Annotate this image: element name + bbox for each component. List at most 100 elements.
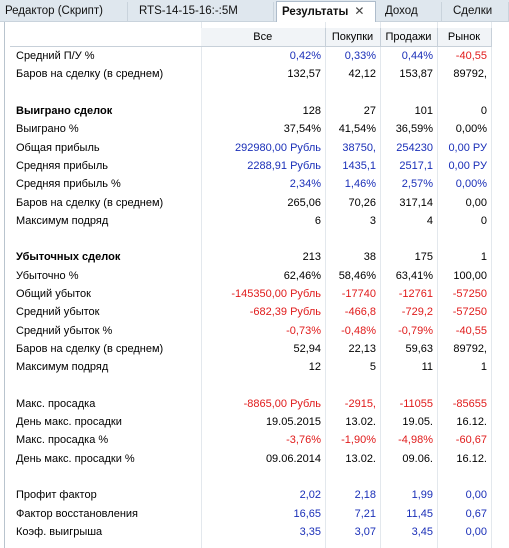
results-body: Средний П/У % 0,42% 0,33% 0,44% -40,55 Баров … xyxy=(10,47,491,542)
metric-label: Фактор восстановления xyxy=(16,507,138,520)
results-table: Все Покупки Продажи Рынок Средний П/У % 0… xyxy=(10,28,492,541)
value-buys xyxy=(325,468,380,486)
table-row: Средняя прибыль % 2,34% 1,46% 2,57% 0,00% xyxy=(10,175,491,193)
value-all: 09.06.2014 xyxy=(265,452,321,465)
table-row: День макс. просадки % 09.06.2014 13.02. 09.… xyxy=(10,450,491,468)
value-market: 89792, xyxy=(453,342,487,355)
table-row: Средний П/У % 0,42% 0,33% 0,44% -40,55 xyxy=(10,47,491,66)
value-buys: 42,12 xyxy=(348,68,376,81)
metric-label: Средний убыток % xyxy=(16,324,113,337)
value-all: -8865,00 Рубль xyxy=(243,397,321,410)
spacer-row xyxy=(10,376,491,394)
value-all: 19.05.2015 xyxy=(265,416,321,429)
value-market: 0 xyxy=(480,105,487,118)
value-all: 213 xyxy=(302,251,321,264)
value-all: 265,06 xyxy=(287,196,321,209)
value-sells: 0,44% xyxy=(401,50,433,63)
table-row: Профит фактор 2,02 2,18 1,99 0,00 xyxy=(10,486,491,504)
value-all: -3,76% xyxy=(286,434,321,447)
metric-label: Коэф. выигрыша xyxy=(16,525,103,538)
tab-label: RTS-14-15-16:-:5M xyxy=(139,5,238,17)
tab-trades[interactable]: Сделки xyxy=(448,2,509,21)
value-buys: 70,26 xyxy=(348,196,376,209)
column-header-all[interactable]: Все xyxy=(201,28,326,47)
value-sells: 36,59% xyxy=(395,123,433,136)
value-buys: -17740 xyxy=(341,288,376,300)
table-row: Средняя прибыль 2288,91 Рубль 1435,1 2517,1… xyxy=(10,157,491,175)
tab-label: Доход xyxy=(385,5,418,17)
value-market: 0,00 РУ xyxy=(448,141,487,154)
value-all: 292980,00 Рубль xyxy=(235,141,321,154)
value-buys: 38 xyxy=(363,251,376,264)
tab-bar: Редактор (Скрипт) RTS-14-15-16:-:5M Резу… xyxy=(0,0,509,22)
value-sells: 63,41% xyxy=(395,269,433,282)
tab-income[interactable]: Доход xyxy=(380,2,442,21)
close-icon[interactable]: ✕ xyxy=(354,4,365,18)
value-sells: 254230 xyxy=(396,141,433,154)
value-all: -0,73% xyxy=(286,324,321,337)
column-header-sells[interactable]: Продажи xyxy=(380,28,438,47)
value-all: 16,65 xyxy=(293,507,321,520)
value-market xyxy=(437,468,491,486)
table-row: Баров на сделку (в среднем) 132,57 42,12 15… xyxy=(10,65,491,83)
section-title: Убыточных сделок xyxy=(16,251,121,264)
value-all: 37,54% xyxy=(283,123,321,136)
value-all: 12 xyxy=(308,361,321,374)
value-all: -682,39 Рубль xyxy=(249,306,321,319)
value-sells: 11 xyxy=(421,361,433,374)
table-row: Максимум подряд 6 3 4 0 xyxy=(10,212,491,230)
table-row: День макс. просадки 19.05.2015 13.02. 19.05… xyxy=(10,413,491,431)
metric-label: Средняя прибыль xyxy=(16,159,108,172)
column-header-buys[interactable]: Покупки xyxy=(325,28,381,47)
value-market xyxy=(437,84,491,102)
value-market: 0,00 xyxy=(465,525,487,538)
value-all: 52,94 xyxy=(293,342,321,355)
table-row: Общая прибыль 292980,00 Рубль 38750, 254230… xyxy=(10,138,491,156)
value-buys: 38750, xyxy=(342,141,376,154)
tab-results[interactable]: Результаты ✕ xyxy=(276,1,376,22)
value-sells: -12761 xyxy=(398,288,433,300)
metric-label: Профит фактор xyxy=(16,489,97,502)
value-sells: 2,57% xyxy=(401,178,433,191)
value-buys: 13.02. xyxy=(345,452,376,465)
metric-label: Макс. просадка % xyxy=(16,434,109,447)
value-all: 2,02 xyxy=(299,489,321,502)
value-sells: 1,99 xyxy=(411,489,433,502)
metric-label: Выиграно % xyxy=(16,123,79,136)
tab-label: Редактор (Скрипт) xyxy=(5,5,104,17)
value-buys: 22,13 xyxy=(348,342,376,355)
value-market: -85655 xyxy=(452,397,487,410)
value-all: 132,57 xyxy=(287,68,321,81)
metric-label xyxy=(10,84,201,102)
grid-line xyxy=(325,22,326,548)
header-blank xyxy=(10,28,201,47)
value-all: 3,35 xyxy=(299,525,321,538)
value-market: 0 xyxy=(480,214,487,227)
value-all: 2288,91 Рубль xyxy=(247,159,321,172)
metric-label: Средний П/У % xyxy=(16,50,95,63)
value-sells xyxy=(380,230,437,248)
value-market: 0,67 xyxy=(465,507,487,520)
value-buys: 41,54% xyxy=(338,123,376,136)
metric-label: День макс. просадки % xyxy=(16,452,135,465)
metric-label: Баров на сделку (в среднем) xyxy=(16,68,164,81)
value-sells xyxy=(380,84,437,102)
metric-label: Баров на сделку (в среднем) xyxy=(16,196,164,209)
table-row: Выиграно сделок 128 27 101 0 xyxy=(10,102,491,120)
value-buys: 3,07 xyxy=(354,525,376,538)
spacer-row xyxy=(10,468,491,486)
table-row: Средний убыток -682,39 Рубль -466,8 -729,2 -… xyxy=(10,303,491,321)
value-market xyxy=(437,230,491,248)
value-buys: 13.02. xyxy=(345,416,376,429)
column-header-market[interactable]: Рынок xyxy=(437,28,492,47)
tab-script-editor[interactable]: Редактор (Скрипт) xyxy=(0,2,128,21)
value-buys xyxy=(325,376,380,394)
metric-label: Средняя прибыль % xyxy=(16,178,121,191)
value-buys: 2,18 xyxy=(354,489,376,502)
value-buys: 27 xyxy=(363,105,376,118)
value-market: 1 xyxy=(480,361,487,374)
value-all: 6 xyxy=(314,214,321,227)
value-sells: -11055 xyxy=(399,397,433,410)
value-sells: -0,79% xyxy=(398,324,433,337)
tab-chart[interactable]: RTS-14-15-16:-:5M xyxy=(134,2,274,21)
